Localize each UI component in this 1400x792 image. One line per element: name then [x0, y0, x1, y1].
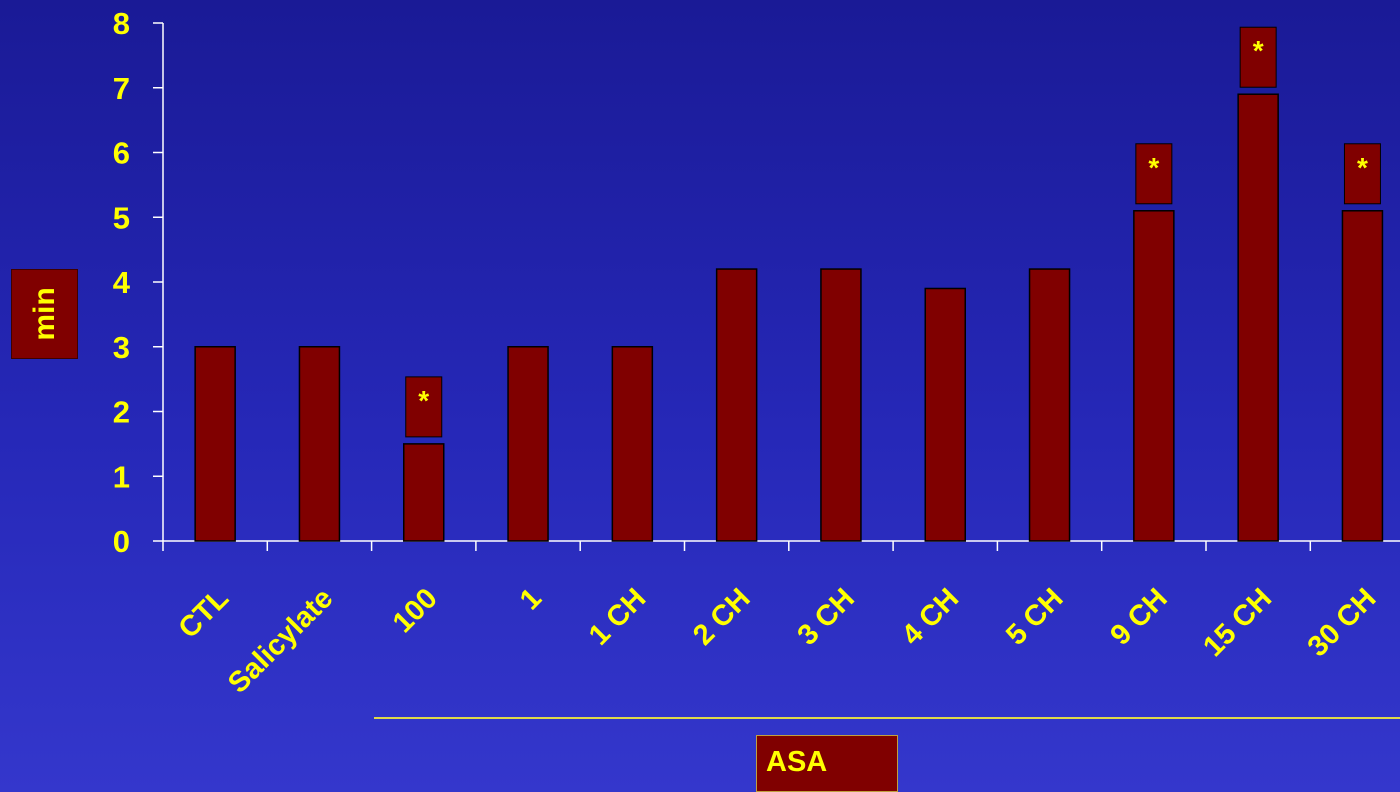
x-tick-label: 100 — [387, 582, 444, 639]
significance-marker: * — [1148, 152, 1159, 183]
bar — [820, 268, 862, 542]
significance-box — [1135, 143, 1173, 205]
asa-group-line — [374, 717, 1400, 719]
x-tick-label: 1 — [514, 582, 548, 616]
bar — [298, 346, 341, 542]
axes — [153, 22, 1400, 551]
y-tick-label: 1 — [113, 459, 130, 494]
bar — [611, 346, 654, 542]
bar — [1028, 268, 1071, 542]
x-tick-label: 3 CH — [792, 582, 861, 651]
bar — [1237, 93, 1279, 542]
significance-box — [405, 376, 443, 438]
asa-group-label: ASA — [756, 735, 898, 792]
x-tick-label: 2 CH — [687, 582, 756, 651]
x-tick-label: CTL — [173, 582, 235, 644]
y-tick-label: 2 — [113, 395, 130, 430]
bar — [403, 443, 445, 542]
bar — [194, 346, 236, 542]
x-tick-label: 5 CH — [1000, 582, 1069, 651]
bar — [1341, 210, 1384, 542]
x-tick-label: 15 CH — [1197, 582, 1278, 663]
y-tick-label: 6 — [113, 136, 130, 171]
bar — [507, 346, 549, 542]
x-tick-label: Salicylate — [222, 582, 339, 699]
x-tick-label: 4 CH — [896, 582, 965, 651]
y-tick-label: 8 — [113, 6, 130, 41]
significance-box — [1343, 143, 1381, 205]
x-tick-label: 30 CH — [1302, 582, 1383, 663]
y-tick-label: 5 — [113, 200, 130, 235]
y-tick-label: 7 — [113, 71, 130, 106]
bar — [715, 268, 758, 542]
significance-marker: * — [1357, 152, 1368, 183]
y-tick-labels: 0 1 2 3 4 5 6 7 8 — [113, 6, 131, 559]
y-axis-label-box: min — [11, 269, 78, 359]
x-tick-label: 1 CH — [583, 582, 652, 651]
x-tick-label: 9 CH — [1104, 582, 1173, 651]
y-tick-label: 0 — [113, 524, 130, 559]
y-tick-label: 3 — [113, 330, 130, 365]
significance-box — [1239, 26, 1277, 88]
bar — [924, 287, 966, 542]
bars — [194, 93, 1384, 542]
y-tick-label: 4 — [113, 265, 131, 300]
significance-marker: * — [1253, 35, 1264, 66]
significance-markers: * * * * — [405, 26, 1381, 438]
y-axis-label: min — [27, 287, 61, 341]
significance-marker: * — [418, 385, 429, 416]
bar — [1133, 210, 1175, 542]
